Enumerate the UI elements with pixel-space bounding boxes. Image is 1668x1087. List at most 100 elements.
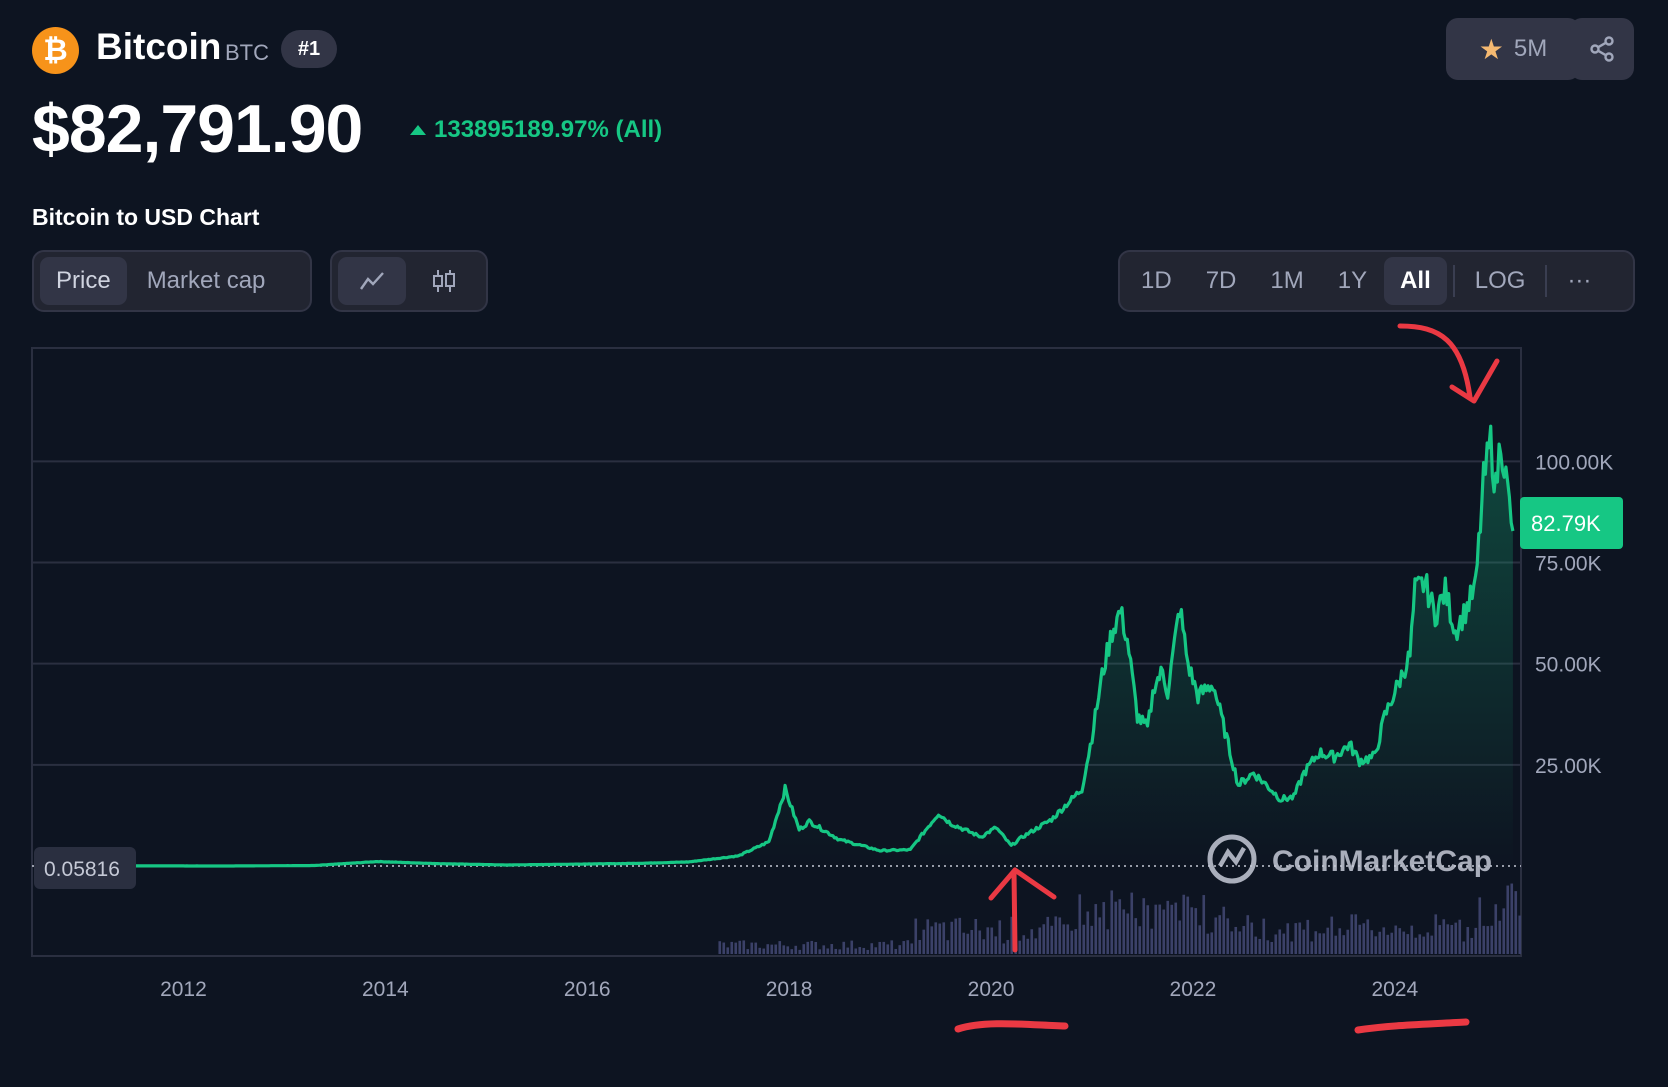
volume-bar <box>1510 883 1514 954</box>
volume-bar <box>790 949 794 954</box>
volume-bar <box>918 939 922 954</box>
watchlist-button[interactable]: ★ 5M <box>1446 18 1580 80</box>
volume-bar <box>1262 918 1266 954</box>
volume-bar <box>1266 940 1270 954</box>
range-7d[interactable]: 7D <box>1205 267 1237 294</box>
x-tick-label: 2014 <box>362 978 409 1001</box>
more-options-button[interactable]: ··· <box>1567 267 1592 294</box>
volume-bar <box>1286 923 1290 954</box>
watchlist-count: 5M <box>1513 35 1548 62</box>
y-tick-label: 50.00K <box>1535 654 1602 677</box>
volume-bar <box>1390 932 1394 954</box>
annotation-arrow-top <box>1397 323 1473 400</box>
volume-bar <box>1010 916 1014 954</box>
volume-bar <box>930 926 934 954</box>
volume-bar <box>770 944 774 954</box>
volume-bar <box>1126 913 1130 954</box>
price-area <box>37 426 1513 866</box>
volume-bar <box>834 948 838 954</box>
volume-bar <box>950 921 954 954</box>
volume-bar <box>1134 918 1138 954</box>
volume-bar <box>946 940 950 954</box>
volume-bar <box>1474 927 1478 954</box>
volume-bar <box>1338 928 1342 954</box>
volume-bar <box>1458 919 1462 954</box>
volume-bar <box>750 942 754 954</box>
volume-bar <box>1222 906 1226 954</box>
volume-bar <box>722 942 726 954</box>
volume-bar <box>1182 894 1186 954</box>
volume-bar <box>1022 935 1026 954</box>
volume-bar <box>778 941 782 954</box>
volume-bar <box>1002 943 1006 954</box>
volume-bar <box>1326 927 1330 954</box>
volume-bar <box>1270 941 1274 954</box>
x-tick-label: 2016 <box>564 978 611 1001</box>
log-toggle[interactable]: LOG <box>1474 267 1526 294</box>
volume-bar <box>1258 938 1262 954</box>
volume-bar <box>1394 925 1398 954</box>
volume-bar <box>886 944 890 954</box>
price-change-value: 133895189.97% (All) <box>434 116 663 143</box>
current-price-label: 82.79K <box>1531 511 1601 536</box>
volume-bar <box>1114 901 1118 954</box>
volume-bar <box>1038 927 1042 954</box>
volume-bar <box>774 944 778 954</box>
volume-bar <box>1186 896 1190 954</box>
price-tab[interactable]: Price <box>40 257 127 305</box>
share-button[interactable] <box>1570 18 1634 80</box>
volume-bar <box>754 942 758 954</box>
chart-title: Bitcoin to USD Chart <box>32 204 260 230</box>
volume-bar <box>1250 922 1254 954</box>
volume-bar <box>1046 916 1050 954</box>
volume-bar <box>1498 920 1502 954</box>
volume-bar <box>730 941 734 954</box>
volume-bar <box>814 941 818 954</box>
range-toggle: 1D 7D 1M 1Y All LOG ··· <box>1118 250 1635 312</box>
line-chart-button[interactable] <box>338 257 406 305</box>
range-1y[interactable]: 1Y <box>1337 267 1368 294</box>
market-cap-tab[interactable]: Market cap <box>146 267 266 294</box>
volume-bar <box>1366 919 1370 954</box>
x-tick-label: 2020 <box>968 978 1015 1001</box>
volume-bar <box>962 932 966 954</box>
volume-bar <box>1162 909 1166 954</box>
volume-bar <box>1442 919 1446 954</box>
range-all[interactable]: All <box>1384 257 1447 305</box>
volume-bar <box>866 949 870 954</box>
volume-bar <box>746 949 750 954</box>
candlestick-button[interactable] <box>410 257 478 305</box>
volume-bar <box>1398 928 1402 954</box>
volume-bar <box>1058 917 1062 954</box>
volume-bar <box>1194 908 1198 954</box>
volume-bar <box>1362 923 1366 954</box>
start-price-badge <box>34 847 136 889</box>
volume-bar <box>1006 939 1010 954</box>
volume-bar <box>926 919 930 954</box>
volume-bar <box>1330 916 1334 954</box>
volume-bar <box>982 939 986 954</box>
volume-bar <box>1118 899 1122 954</box>
annotation-underline-2024 <box>1354 1018 1470 1034</box>
range-1d[interactable]: 1D <box>1141 267 1172 294</box>
volume-bar <box>734 942 738 954</box>
volume-bar <box>1514 891 1518 954</box>
range-1m[interactable]: 1M <box>1270 267 1304 294</box>
volume-bar <box>1462 941 1466 954</box>
volume-bar <box>810 940 814 954</box>
volume-bar <box>1478 897 1482 954</box>
volume-bar <box>914 918 918 954</box>
volume-bar <box>1490 925 1494 954</box>
volume-bar <box>1178 920 1182 954</box>
data-type-toggle: Price Market cap <box>32 250 312 312</box>
volume-bar <box>1314 931 1318 954</box>
volume-bar <box>1166 900 1170 954</box>
volume-bar <box>1446 924 1450 954</box>
volume-bar <box>826 948 830 954</box>
volume-bar <box>1210 932 1214 954</box>
volume-bar <box>1190 907 1194 954</box>
volume-bar <box>1146 905 1150 954</box>
volume-bar <box>1410 925 1414 954</box>
